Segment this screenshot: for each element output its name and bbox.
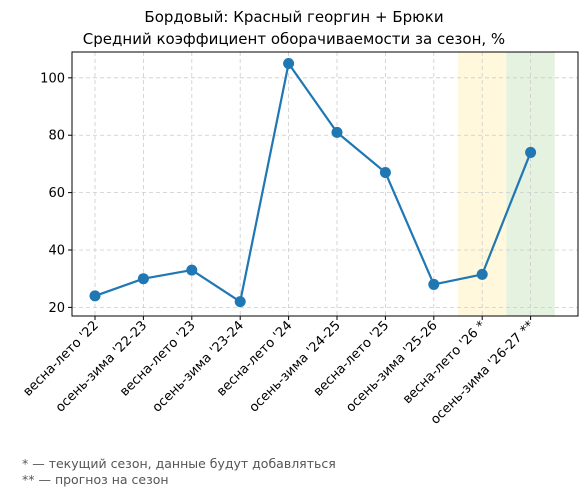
data-point <box>283 57 295 69</box>
footnote-current-season: * — текущий сезон, данные будут добавлят… <box>22 456 336 471</box>
data-point <box>331 126 343 138</box>
chart-title: Бордовый: Красный георгин + Брюки <box>144 8 444 26</box>
y-tick-label: 100 <box>40 71 65 86</box>
data-point <box>234 296 246 308</box>
data-point <box>476 268 488 280</box>
data-point <box>137 273 149 285</box>
y-tick-label: 80 <box>48 129 65 144</box>
data-point <box>428 278 440 290</box>
x-tick-label: осень-зима '22-23 <box>53 318 150 415</box>
y-tick-label: 40 <box>48 244 65 259</box>
footnote-forecast: ** — прогноз на сезон <box>22 472 169 487</box>
y-tick-label: 60 <box>48 186 65 201</box>
series-line <box>94 62 532 303</box>
data-point <box>89 290 101 302</box>
data-point <box>186 264 198 276</box>
x-tick-label: осень-зима '25-26 <box>343 318 440 415</box>
plot-frame <box>71 51 579 317</box>
y-tick-label: 20 <box>48 301 65 316</box>
data-point <box>525 146 537 158</box>
x-tick-label: весна-лето '26 * <box>400 318 489 407</box>
chart-subtitle: Средний коэффициент оборачиваемости за с… <box>82 30 506 48</box>
x-tick-label: осень-зима '24-25 <box>247 318 344 415</box>
x-tick-label: осень-зима '23-24 <box>150 318 247 415</box>
data-point <box>379 167 391 179</box>
